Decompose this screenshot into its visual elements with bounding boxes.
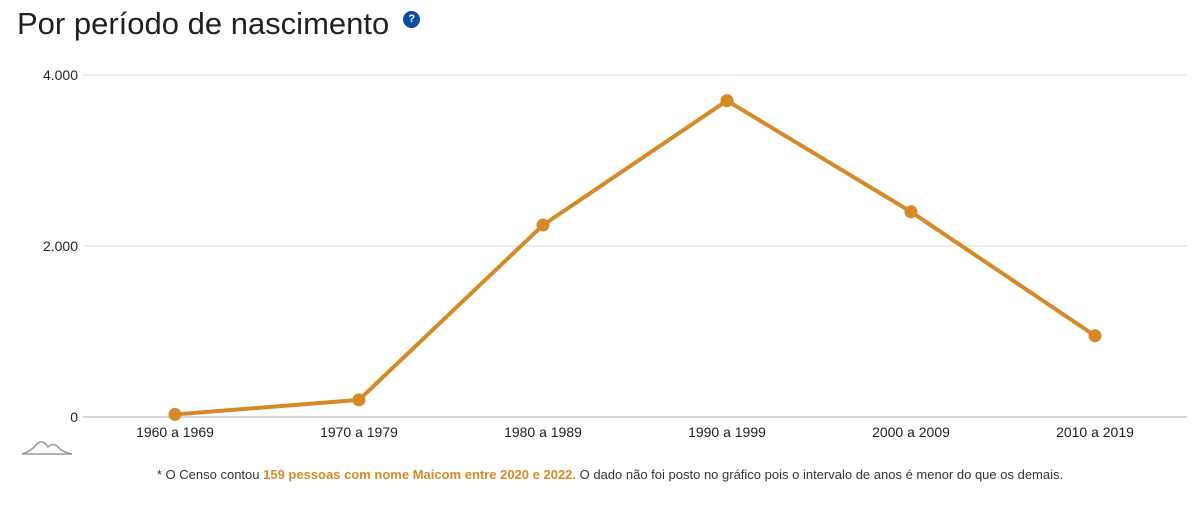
data-point — [904, 205, 918, 219]
distribution-logo-icon — [21, 441, 73, 455]
x-tick-label: 2000 a 2009 — [872, 424, 950, 440]
data-point — [352, 393, 366, 407]
footnote: * O Censo contou 159 pessoas com nome Ma… — [40, 467, 1180, 482]
data-point — [720, 94, 734, 108]
footnote-prefix: * O Censo contou — [156, 467, 264, 482]
footnote-suffix: O dado não foi posto no gráfico pois o i… — [576, 467, 1064, 482]
series-line — [174, 98, 1097, 417]
help-icon[interactable]: ? — [403, 11, 421, 28]
x-tick-label: 1980 a 1989 — [504, 424, 582, 440]
data-point — [536, 218, 550, 232]
x-tick-label: 1960 a 1969 — [136, 424, 214, 440]
x-tick-label: 1970 a 1979 — [320, 424, 398, 440]
chart-title: Por período de nascimento — [17, 6, 390, 41]
data-point — [168, 407, 182, 421]
data-point — [1088, 329, 1102, 343]
footnote-highlight: 159 pessoas com nome Maicom entre 2020 e… — [263, 467, 577, 482]
x-tick-label: 1990 a 1999 — [688, 424, 766, 440]
y-tick-label: 2.000 — [43, 238, 78, 254]
x-tick-label: 2010 a 2019 — [1056, 424, 1134, 440]
chart-header: Por período de nascimento ? — [17, 4, 421, 44]
y-tick-label: 0 — [70, 409, 78, 425]
line-chart: 0 2.000 4.000 1960 a 1969 1970 a 1979 1980 a … — [21, 67, 1187, 455]
y-tick-label: 4.000 — [43, 67, 78, 83]
